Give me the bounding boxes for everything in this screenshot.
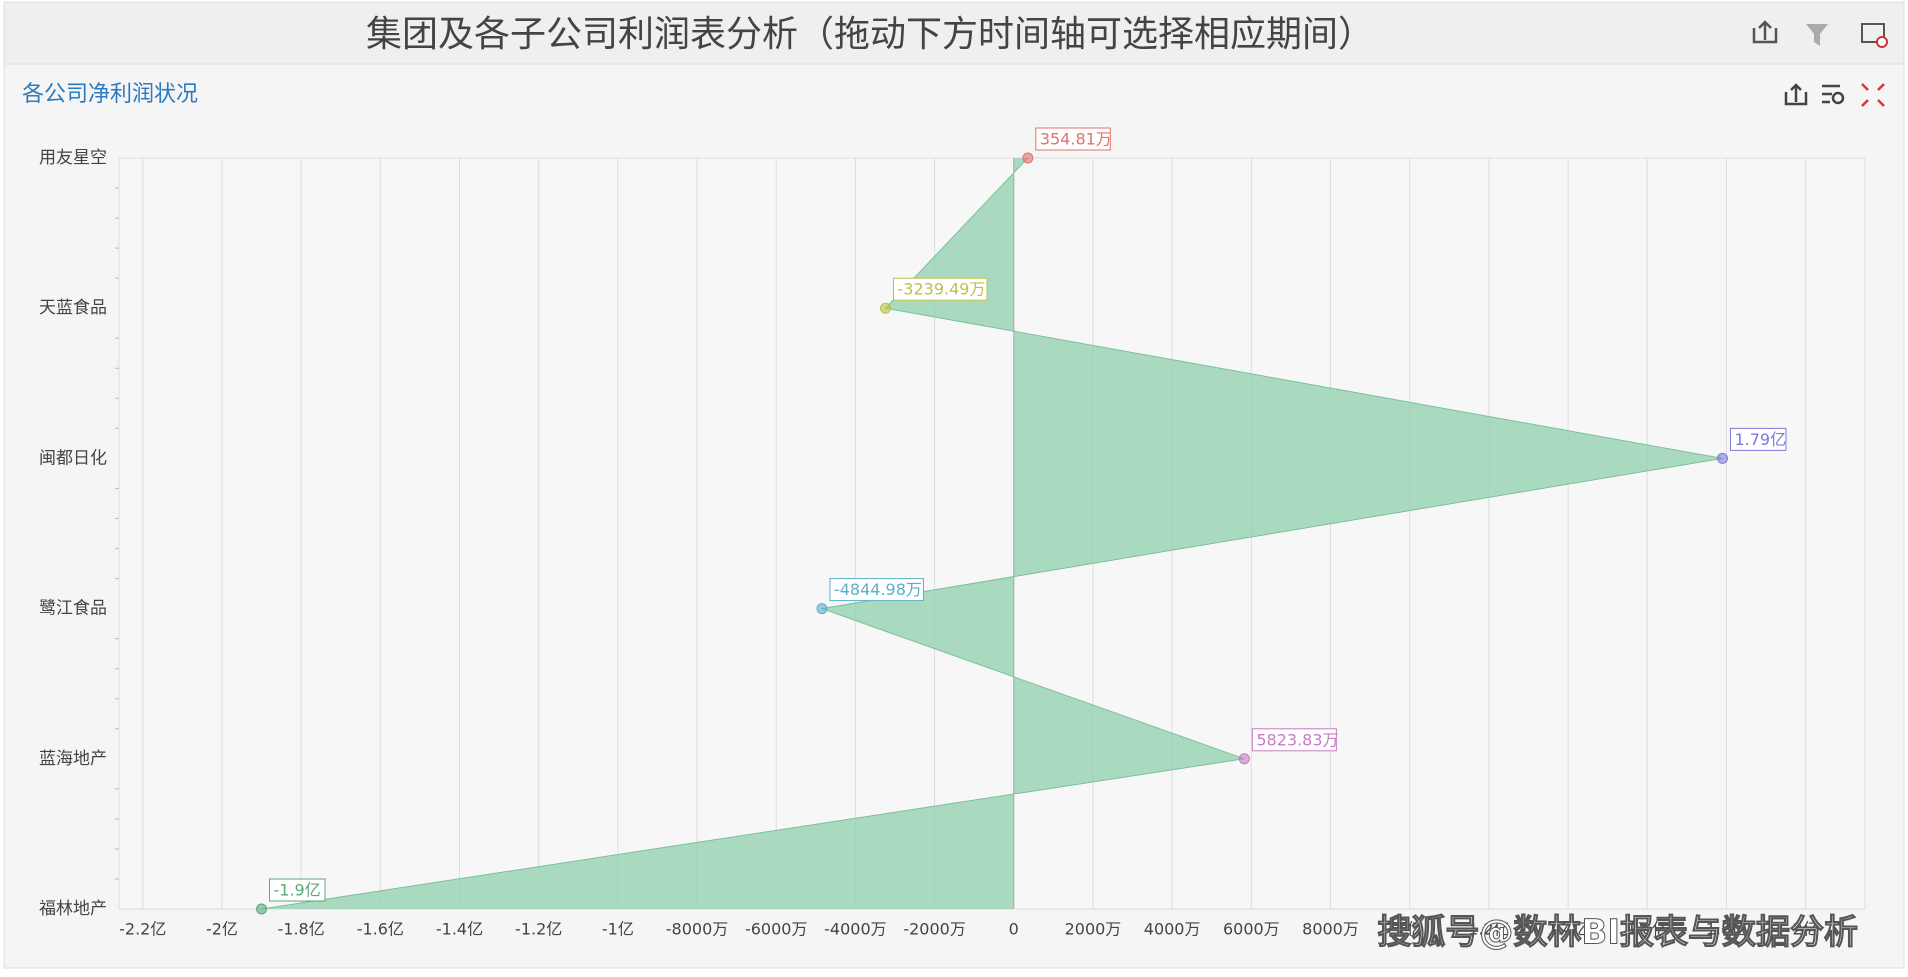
area [261, 158, 1723, 909]
x-tick-label: 2000万 [1065, 920, 1122, 939]
x-tick-label: -1亿 [602, 920, 634, 939]
data-label: -4844.98万 [834, 580, 922, 599]
data-label: -1.9亿 [274, 881, 321, 900]
page-title: 集团及各子公司利润表分析（拖动下方时间轴可选择相应期间） [366, 14, 1374, 55]
title-bar [3, 1, 1905, 65]
plot: -2.2亿 -2亿 -1.8亿 -1.6亿 -1.4亿 -1.2亿 -1亿 -8000万 -60… [39, 127, 1866, 939]
y-tick-label: 用友星空 [39, 148, 107, 168]
x-tick-label: -1.6亿 [357, 920, 404, 939]
x-tick-label: 4000万 [1144, 920, 1201, 939]
x-tick-label: -1.8亿 [278, 920, 325, 939]
x-tick-label: -6000万 [745, 920, 808, 939]
x-tick-label: 6000万 [1223, 920, 1280, 939]
data-label-box [829, 578, 924, 602]
data-point [1716, 452, 1728, 464]
filter-icon[interactable] [1806, 24, 1828, 46]
zoom-icon[interactable] [1822, 84, 1845, 105]
x-tick-label: 0 [1009, 920, 1019, 939]
data-label-box [269, 878, 326, 902]
x-tick-label: 8000万 [1302, 920, 1359, 939]
x-tick-label: 2亿 [1793, 920, 1819, 939]
data-label: 5823.83万 [1256, 730, 1338, 749]
calendar-icon[interactable] [1861, 23, 1888, 48]
y-tick-label: 闽都日化 [39, 448, 107, 468]
data-point [256, 903, 268, 915]
x-tick-label: 1亿 [1397, 920, 1423, 939]
export-icon[interactable] [1784, 83, 1808, 106]
data-label: 1.79亿 [1734, 430, 1786, 449]
y-tick-label: 蓝海地产 [39, 749, 107, 769]
x-tick-label: -2000万 [903, 920, 966, 939]
x-tick-label: 1.4亿 [1547, 920, 1588, 939]
data-point [1022, 152, 1034, 164]
x-tick-label: -1.4亿 [436, 920, 483, 939]
y-tick-label: 天蓝食品 [39, 298, 107, 318]
export-icon[interactable] [1752, 20, 1778, 44]
data-label-box [1251, 728, 1337, 752]
watermark: 搜狐号@数林BI报表与数据分析 [1377, 913, 1858, 953]
x-tick-label: -2亿 [206, 920, 238, 939]
data-label: -3239.49万 [898, 280, 986, 299]
x-tick-label: 1.8亿 [1706, 920, 1747, 939]
chart-subtitle: 各公司净利润状况 [22, 82, 198, 107]
x-tick-label: -1.2亿 [515, 920, 562, 939]
data-label-box [893, 277, 988, 301]
x-tick-label: 1.2亿 [1468, 920, 1509, 939]
x-tick-label: -2.2亿 [119, 920, 166, 939]
data-point [1238, 753, 1250, 765]
x-tick-label: -8000万 [666, 920, 729, 939]
x-tick-label: -4000万 [824, 920, 887, 939]
y-tick-label: 鹭江食品 [39, 599, 107, 619]
data-point [816, 603, 828, 615]
data-label: 354.81万 [1040, 130, 1112, 149]
data-point [880, 302, 892, 314]
data-label-box [1729, 427, 1787, 451]
collapse-icon[interactable] [1861, 83, 1885, 107]
y-tick-label: 福林地产 [39, 899, 107, 919]
data-label-box [1035, 127, 1111, 151]
x-tick-label: 1.6亿 [1627, 920, 1668, 939]
